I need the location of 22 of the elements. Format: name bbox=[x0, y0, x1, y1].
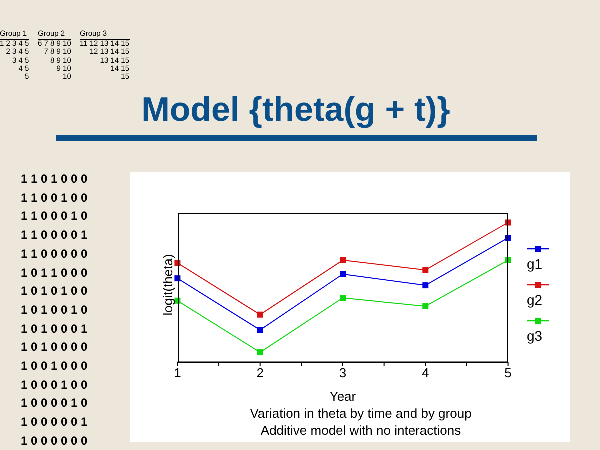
point bbox=[257, 350, 264, 356]
y-axis-title: logit(theta) bbox=[160, 254, 176, 316]
text: Variation in theta by time and by group Additive model with no interactions bbox=[249, 405, 473, 439]
x-tick-label: 4 bbox=[422, 366, 430, 381]
point bbox=[257, 327, 264, 334]
legend-label: g2 bbox=[527, 291, 544, 309]
point bbox=[422, 282, 429, 289]
point bbox=[340, 271, 346, 278]
x-tick-label: 3 bbox=[339, 366, 347, 381]
point bbox=[340, 257, 346, 264]
x-tick-label: 2 bbox=[256, 366, 264, 381]
legend-label: g3 bbox=[527, 327, 544, 345]
point bbox=[257, 312, 264, 318]
point bbox=[340, 295, 346, 302]
point bbox=[422, 267, 429, 274]
chart-title: Model {theta(g + t)} bbox=[140, 90, 452, 130]
legend-label: g1 bbox=[527, 255, 544, 273]
x-tick-label: 5 bbox=[504, 366, 512, 381]
text: 1 1 0 1 0 0 0 1 1 0 0 1 0 0 1 1 0 0 0 1 0 1 1 0 0 0 0 1 1 1 0 0 0 0 0 1 0 1 1 0 0 0 1 0 1 0 1 0 0 1 0 1 0 0 1 0 1 0 1 0 0 0 1 1 0 1 0 0 0 0 1 0 0 1 0 0 0 1 0 0 0 1 0 0 1 0 0 0 0 1 0 1 0 0 0 0 0 1 1 0 0 0 0 0 0 bbox=[21, 172, 88, 448]
x-axis-title: Year bbox=[328, 389, 358, 405]
x-tick-label: 1 bbox=[174, 366, 182, 381]
point bbox=[422, 303, 429, 310]
